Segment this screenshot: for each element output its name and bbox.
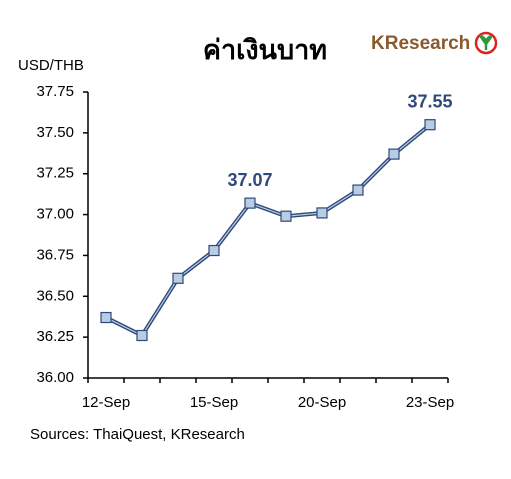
marker (172, 272, 184, 284)
x-tick-label: 15-Sep (190, 394, 238, 411)
marker (208, 244, 220, 257)
chart-title: ค่าเงินบาท (203, 35, 327, 65)
logo-text: KResearch (371, 33, 470, 54)
logo-icon (474, 31, 498, 55)
source-note: Sources: ThaiQuest, KResearch (30, 426, 245, 443)
marker (352, 184, 364, 196)
x-tick-label: 20-Sep (298, 394, 346, 411)
y-tick-label: 36.50 (36, 287, 74, 304)
marker (316, 207, 328, 219)
y-tick-label: 36.25 (36, 328, 74, 345)
line-series (105, 123, 432, 339)
marker (100, 311, 112, 324)
y-tick-label: 37.75 (36, 83, 74, 100)
marker (136, 329, 148, 342)
data-label: 37.07 (227, 170, 272, 190)
x-tick-label: 12-Sep (82, 394, 130, 411)
y-axis-label: USD/THB (18, 57, 84, 74)
marker (280, 210, 292, 222)
y-tick-label: 37.00 (36, 206, 74, 223)
y-tick-label: 36.00 (36, 369, 74, 386)
y-tick-label: 36.75 (36, 246, 74, 263)
data-label: 37.55 (407, 91, 452, 111)
line-series-highlight (105, 124, 431, 337)
y-tick-label: 37.25 (36, 165, 74, 182)
marker (244, 197, 256, 209)
y-tick-label: 37.50 (36, 124, 74, 141)
x-tick-label: 23-Sep (406, 394, 454, 411)
marker (388, 148, 400, 160)
marker (424, 119, 436, 131)
